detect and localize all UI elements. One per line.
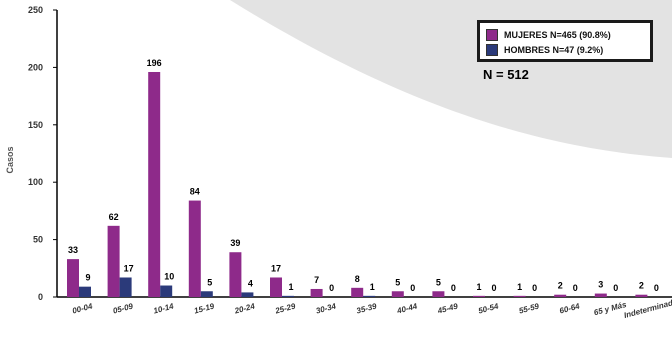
bar-mujeres xyxy=(473,295,485,297)
bar-hombres xyxy=(160,285,173,297)
x-tick-label: Indeterminado xyxy=(623,297,672,320)
y-tick-label: 250 xyxy=(28,5,43,15)
bar-hombres xyxy=(79,286,91,297)
data-label: 0 xyxy=(573,283,578,293)
data-label: 39 xyxy=(230,238,240,248)
x-tick-label: 20-24 xyxy=(233,301,257,315)
legend-item-hombres: HOMBRES N=47 (9.2%) xyxy=(486,42,644,57)
data-label: 0 xyxy=(654,283,659,293)
data-label: 1 xyxy=(288,282,293,292)
data-label: 0 xyxy=(613,283,618,293)
bar-mujeres xyxy=(188,200,201,297)
bar-mujeres xyxy=(67,259,79,297)
bar-mujeres xyxy=(148,71,161,297)
data-label: 0 xyxy=(532,283,537,293)
data-label: 1 xyxy=(476,282,481,292)
bar-hombres xyxy=(119,277,132,297)
bar-mujeres xyxy=(310,288,323,297)
bar-mujeres xyxy=(107,225,120,297)
x-tick-label: 10-14 xyxy=(153,301,176,315)
data-label: 1 xyxy=(370,282,375,292)
bar-mujeres xyxy=(432,291,445,297)
data-label: 5 xyxy=(395,277,400,287)
data-label: 33 xyxy=(68,245,78,255)
data-label: 2 xyxy=(639,281,644,291)
x-tick-label: 60-64 xyxy=(559,301,582,315)
data-label: 4 xyxy=(248,278,253,288)
y-tick-label: 0 xyxy=(38,292,43,302)
bar-mujeres xyxy=(513,295,526,297)
total-cases-label: N = 512 xyxy=(483,67,529,82)
legend-label-hombres: HOMBRES N=47 (9.2%) xyxy=(504,44,604,55)
bar-mujeres xyxy=(391,291,404,297)
data-label: 5 xyxy=(436,277,441,287)
bar-mujeres xyxy=(229,252,242,297)
data-label: 0 xyxy=(329,283,334,293)
x-tick-label: 30-34 xyxy=(315,301,338,315)
legend-swatch-hombres xyxy=(486,43,498,56)
data-label: 1 xyxy=(517,282,522,292)
data-label: 5 xyxy=(207,277,212,287)
data-label: 0 xyxy=(410,283,415,293)
x-tick-label: 05-09 xyxy=(112,301,135,315)
x-tick-label: 25-29 xyxy=(273,301,297,315)
data-label: 9 xyxy=(85,273,90,283)
data-label: 17 xyxy=(124,263,134,273)
data-label: 17 xyxy=(271,263,281,273)
legend-swatch-mujeres xyxy=(486,28,498,41)
data-label: 7 xyxy=(314,275,319,285)
legend-item-mujeres: MUJERES N=465 (90.8%) xyxy=(486,27,644,42)
legend: MUJERES N=465 (90.8%) HOMBRES N=47 (9.2%… xyxy=(477,20,653,62)
x-tick-label: 45-49 xyxy=(436,301,460,315)
bar-mujeres xyxy=(594,293,607,297)
bar-hombres xyxy=(200,291,213,297)
bar-mujeres xyxy=(635,294,648,297)
y-tick-label: 150 xyxy=(28,120,43,130)
data-label: 3 xyxy=(598,280,603,290)
bar-mujeres xyxy=(351,287,364,297)
data-label: 62 xyxy=(109,212,119,222)
data-label: 0 xyxy=(491,283,496,293)
bar-hombres xyxy=(241,292,254,297)
y-tick-label: 200 xyxy=(28,62,43,72)
bar-hombres xyxy=(282,295,294,297)
x-tick-label: 55-59 xyxy=(518,301,541,315)
bar-hombres xyxy=(363,295,376,297)
x-tick-label: 00-04 xyxy=(71,301,94,315)
data-label: 10 xyxy=(164,272,174,282)
x-tick-label: 15-19 xyxy=(193,301,216,315)
data-label: 8 xyxy=(355,274,360,284)
y-axis-label: Casos xyxy=(5,146,15,173)
data-label: 84 xyxy=(190,187,200,197)
x-tick-label: 50-54 xyxy=(477,301,500,315)
data-label: 196 xyxy=(147,58,162,68)
data-label: 2 xyxy=(558,281,563,291)
x-tick-label: 40-44 xyxy=(395,301,419,315)
bar-mujeres xyxy=(270,277,282,297)
x-tick-label: 65 y Más xyxy=(593,300,628,317)
bar-mujeres xyxy=(554,294,567,297)
y-tick-label: 100 xyxy=(28,177,43,187)
y-tick-label: 50 xyxy=(33,235,43,245)
x-tick-label: 35-39 xyxy=(356,301,379,315)
data-label: 0 xyxy=(451,283,456,293)
legend-label-mujeres: MUJERES N=465 (90.8%) xyxy=(504,29,611,40)
